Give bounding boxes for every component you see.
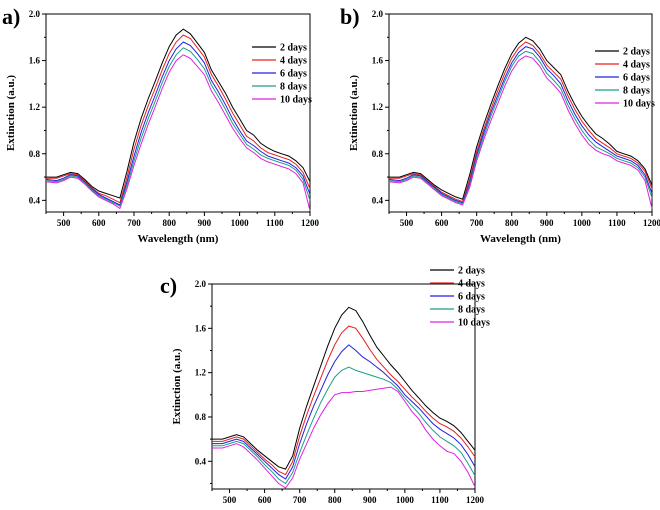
y-tick-label: 2.0 [29,9,41,19]
x-tick-label: 1000 [573,218,592,228]
plot-frame [211,283,476,490]
x-axis-title: Wavelength (nm) [138,233,219,245]
series-line-2 [389,41,653,203]
y-tick-label: 1.6 [29,56,41,66]
chart-panel-2: b) 500 600 700 800 900 1000 1100 1200 0.4 0.8 1.2 1.… [340,4,660,245]
series-line-2 [212,325,476,476]
x-tick-label: 900 [198,218,212,228]
y-tick-label: 2.0 [195,279,207,289]
plot-frame [45,13,311,213]
series-line-5 [212,386,476,489]
x-tick-label: 1100 [266,218,284,228]
x-tick-label: 700 [470,218,484,228]
y-axis-title: Extinction (a.u.) [348,75,360,151]
legend-label: 2 days [623,47,650,58]
chart-panel-3: c) 500 600 700 800 900 1000 1100 1200 0.4 0.8 1.2 1.… [160,266,490,506]
y-axis-title: Extinction (a.u.) [5,75,17,151]
plot-frame [388,13,653,213]
legend-label: 2 days [280,43,307,54]
series-line-1 [212,306,476,470]
x-tick-label: 800 [505,218,519,228]
x-tick-label: 600 [92,218,106,228]
y-tick-label: 2.0 [372,9,384,19]
chart-panel-1: a) 500 600 700 800 900 1000 1100 1200 0.4 0.8 1.2 1.… [2,4,320,245]
x-tick-label: 1200 [301,218,320,228]
legend-label: 8 days [458,305,485,316]
x-tick-label: 700 [127,218,141,228]
series-line-4 [212,366,476,485]
x-tick-label: 500 [400,218,414,228]
y-tick-label: 0.8 [195,412,207,422]
series-line-4 [388,50,653,205]
y-tick-label: 0.4 [372,195,384,205]
y-tick-label: 1.6 [372,56,384,66]
y-tick-label: 1.2 [195,368,207,378]
legend: 2 days 4 days 6 days 8 days 10 days [252,43,312,106]
panel-label: b) [340,4,360,29]
y-tick-label: 1.6 [195,323,207,333]
legend-label: 10 days [623,99,655,110]
legend-label: 6 days [280,69,307,80]
x-tick-label: 900 [540,218,554,228]
x-tick-label: 900 [363,495,377,505]
legend: 2 days 4 days 6 days 8 days 10 days [595,47,655,110]
y-axis-title: Extinction (a.u.) [171,348,183,424]
x-tick-label: 1100 [431,495,449,505]
x-tick-label: 1100 [608,218,626,228]
y-tick-label: 0.4 [195,456,207,466]
legend: 2 days 4 days 6 days 8 days 10 days [430,266,490,329]
legend-label: 6 days [623,73,650,84]
legend-label: 2 days [458,266,485,277]
x-tick-label: 500 [223,495,237,505]
x-tick-label: 800 [162,218,176,228]
series-line-1 [389,36,653,200]
series-line-3 [45,41,311,206]
x-tick-label: 700 [293,495,307,505]
legend-label: 10 days [458,318,490,329]
panel-label: c) [160,273,177,298]
legend-label: 4 days [623,60,650,71]
legend-label: 8 days [623,86,650,97]
x-tick-label: 800 [328,495,342,505]
y-tick-label: 0.8 [372,149,384,159]
series-line-3 [388,46,653,204]
series-line-1 [46,28,311,199]
series-line-5 [45,54,311,211]
series-line-3 [212,344,476,480]
x-axis-title: Wavelength (nm) [480,233,561,245]
x-tick-label: 1200 [466,495,485,505]
y-tick-label: 1.2 [372,102,384,112]
x-tick-label: 1000 [231,218,250,228]
panel-label: a) [2,4,20,29]
legend-label: 10 days [280,95,312,106]
x-tick-label: 600 [258,495,272,505]
x-tick-label: 600 [435,218,449,228]
series-line-2 [46,34,311,204]
legend-label: 4 days [458,279,485,290]
legend-label: 4 days [280,56,307,67]
x-tick-label: 1000 [396,495,415,505]
series-line-5 [388,55,653,209]
y-tick-label: 0.4 [29,195,41,205]
legend-label: 8 days [280,82,307,93]
legend-label: 6 days [458,292,485,303]
y-tick-label: 0.8 [29,149,41,159]
series-line-4 [45,47,311,207]
y-tick-label: 1.2 [29,102,41,112]
x-tick-label: 1200 [643,218,660,228]
x-tick-label: 500 [57,218,71,228]
